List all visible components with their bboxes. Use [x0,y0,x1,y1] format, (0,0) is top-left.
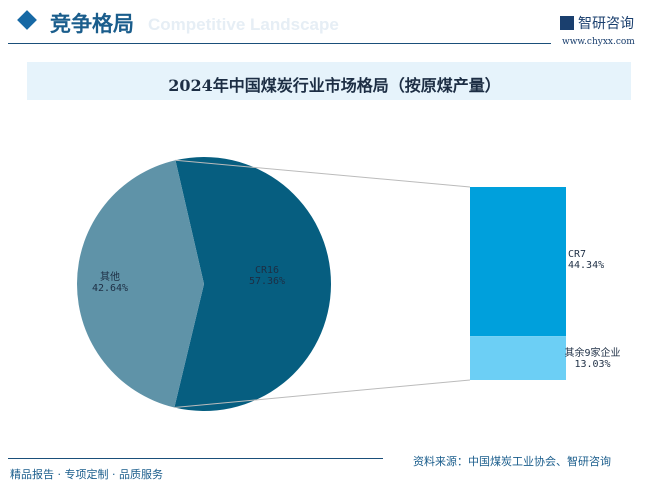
bar-label-cr7: CR7 44.34% [568,249,605,271]
bar-segment-1 [470,336,566,380]
footer-divider [8,458,383,459]
logo-text: 智研咨询 [578,16,634,32]
connector-line-bottom [174,379,471,408]
chart-title: 2024年中国煤炭行业市场格局（按原煤产量） [168,76,501,95]
logo: 智研咨询 [560,13,634,33]
connector-line-top [175,159,471,188]
pie-label-cr16: CR16 57.36% [248,265,286,287]
zhiyan-logo-icon [560,16,574,30]
url: www.chyxx.com [562,37,635,47]
pie-slice-1 [77,160,204,408]
bar-label-others: 其余9家企业 13.03% [564,348,621,370]
header-subtitle: Competitive Landscape [148,15,339,34]
header-divider [8,43,551,44]
pie-slice-0 [174,156,332,411]
pie-label-other: 其他 42.64% [91,272,129,294]
title-box [27,62,631,100]
source-note: 资料来源：中国煤炭工业协会、智研咨询 [413,455,611,468]
header-title: 竞争格局 [50,12,134,36]
footer-tagline: 精品报告 · 专项定制 · 品质服务 [10,468,163,481]
bar-segment-0 [470,187,566,337]
